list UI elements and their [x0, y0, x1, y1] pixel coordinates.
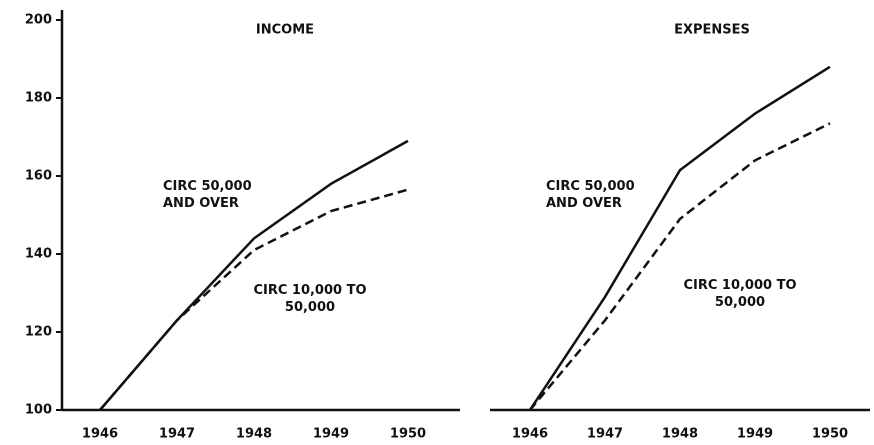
x-tick-label: 1949: [313, 427, 349, 442]
series-label: CIRC 50,000 AND OVER: [546, 179, 635, 211]
x-tick-label: 1947: [587, 427, 623, 442]
y-tick-label: 200: [25, 13, 52, 28]
x-tick-label: 1950: [390, 427, 426, 442]
x-tick-label: 1949: [737, 427, 773, 442]
series-label: CIRC 10,000 TO 50,000: [253, 283, 367, 315]
x-tick-label: 1947: [159, 427, 195, 442]
y-tick-label: 180: [25, 91, 52, 106]
line: [529, 122, 831, 411]
x-tick-label: 1946: [512, 427, 548, 442]
y-tick-label: 160: [25, 169, 52, 184]
y-tick-label: 100: [25, 403, 52, 418]
x-tick-label: 1950: [812, 427, 848, 442]
series-label: CIRC 50,000 AND OVER: [163, 179, 252, 211]
chart-title: EXPENSES: [674, 23, 750, 38]
series-label: CIRC 10,000 TO 50,000: [683, 278, 797, 310]
line: [528, 65, 831, 411]
y-tick-label: 120: [25, 325, 52, 340]
x-tick-label: 1946: [82, 427, 118, 442]
y-tick-label: 140: [25, 247, 52, 262]
line: [99, 188, 409, 411]
chart-title: INCOME: [256, 23, 314, 38]
x-tick-label: 1948: [236, 427, 272, 442]
x-tick-label: 1948: [662, 427, 698, 442]
